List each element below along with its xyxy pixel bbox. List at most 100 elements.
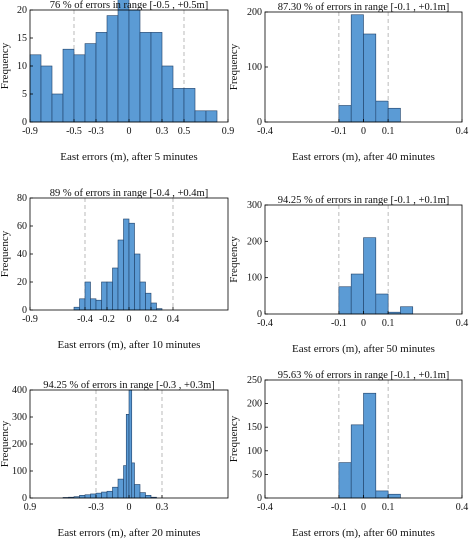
y-axis-label: Frequency — [228, 415, 240, 462]
y-tick-label: 200 — [247, 399, 262, 410]
x-tick-label: 0.4 — [456, 502, 469, 513]
bar — [90, 493, 97, 499]
x-tick-label: -0.4 — [257, 126, 273, 137]
bar — [375, 293, 389, 315]
y-tick-label: 150 — [247, 422, 262, 433]
bar — [350, 424, 364, 499]
y-tick-label: 100 — [12, 466, 27, 477]
chart-title: 94.25 % of errors in range [-0.1 , +0.1m… — [278, 195, 450, 206]
bar — [350, 14, 364, 123]
bar — [112, 486, 119, 499]
bar — [134, 253, 141, 311]
bar — [145, 494, 152, 499]
bar — [338, 462, 352, 499]
bar — [40, 65, 53, 123]
y-tick-label: 80 — [17, 193, 27, 204]
y-axis-label: Frequency — [0, 420, 11, 467]
bar — [123, 465, 127, 499]
bar — [84, 281, 91, 311]
bar — [125, 413, 130, 499]
x-tick-label: 0.3 — [156, 126, 169, 137]
bar — [101, 281, 108, 311]
y-axis-label: Frequency — [228, 43, 240, 90]
bar — [128, 389, 133, 499]
bar — [101, 491, 108, 499]
bar — [338, 286, 352, 315]
y-tick-label: 200 — [12, 439, 27, 450]
bar — [350, 273, 364, 315]
y-axis-label: Frequency — [0, 42, 11, 89]
x-tick-label: 0.4 — [456, 318, 469, 329]
y-tick-label: 0 — [22, 305, 27, 316]
y-tick-label: 5 — [22, 89, 27, 100]
bar — [363, 237, 377, 315]
x-axis-label: East errors (m), after 40 minutes — [292, 151, 435, 163]
bar — [73, 54, 86, 123]
y-tick-label: 100 — [247, 446, 262, 457]
bar — [123, 218, 130, 311]
y-tick-label: 100 — [247, 62, 262, 73]
bar — [29, 54, 42, 123]
y-axis-label: Frequency — [228, 236, 240, 283]
bar — [106, 490, 113, 499]
bar — [183, 88, 196, 123]
bar — [79, 298, 86, 311]
bar — [338, 105, 352, 123]
y-tick-label: 0 — [22, 493, 27, 504]
chart-title: 95.63 % of errors in range [-0.1 , +0.1m… — [278, 370, 450, 381]
bar — [95, 492, 102, 499]
bar — [117, 478, 124, 499]
y-tick-label: 15 — [17, 33, 27, 44]
chart-title: 87.30 % of errors in range [-0.1 , +0.1m… — [278, 2, 450, 13]
x-tick-label: 0.1 — [382, 126, 395, 137]
bar — [375, 490, 389, 499]
bar — [106, 281, 113, 311]
y-tick-label: 20 — [17, 277, 27, 288]
y-tick-label: 100 — [247, 273, 262, 284]
x-tick-label: -0.2 — [99, 314, 115, 325]
bar — [387, 493, 401, 499]
x-tick-label: 0.5 — [178, 126, 191, 137]
y-axis-label: Frequency — [0, 230, 11, 277]
x-tick-label: 0 — [127, 502, 132, 513]
y-tick-label: 0 — [257, 117, 262, 128]
x-tick-label: 0.1 — [382, 502, 395, 513]
y-tick-label: 20 — [17, 5, 27, 16]
y-tick-label: 250 — [247, 375, 262, 386]
x-axis-label: East errors (m), after 10 minutes — [58, 339, 201, 351]
bar — [73, 306, 80, 311]
y-tick-label: 0 — [257, 309, 262, 320]
bar — [51, 93, 64, 123]
x-axis-label: East errors (m), after 5 minutes — [60, 151, 197, 163]
bar — [79, 494, 86, 499]
bar — [139, 32, 152, 123]
x-tick-label: 0.9 — [24, 502, 37, 513]
bar — [128, 9, 141, 123]
x-axis-label: East errors (m), after 20 minutes — [58, 527, 201, 539]
bar — [363, 33, 377, 123]
x-tick-label: 0 — [127, 314, 132, 325]
bar — [363, 392, 377, 499]
x-tick-label: -0.9 — [22, 126, 38, 137]
histogram-panel: -0.9 -0.5 -0.3 0 0.3 0.5 0.9 0 5 10 15 20 76 % of er… — [0, 0, 234, 163]
x-tick-label: 0 — [361, 126, 366, 137]
bar — [90, 298, 97, 311]
x-tick-label: -0.4 — [77, 314, 93, 325]
x-tick-label: -0.4 — [257, 318, 273, 329]
chart-title: 94.25 % of errors in range [-0.3 , +0.3m… — [43, 380, 215, 391]
x-tick-label: 0.4 — [167, 314, 180, 325]
bar — [150, 32, 163, 123]
bar — [145, 292, 152, 311]
y-tick-label: 50 — [252, 469, 262, 480]
x-tick-label: 0.3 — [156, 502, 169, 513]
x-tick-label: -0.5 — [66, 126, 82, 137]
x-tick-label: -0.1 — [331, 318, 347, 329]
bar — [161, 65, 174, 123]
y-tick-label: 300 — [247, 200, 262, 211]
bar — [387, 107, 401, 123]
x-tick-label: -0.4 — [257, 502, 273, 513]
bar — [375, 100, 389, 123]
bar — [150, 302, 157, 311]
